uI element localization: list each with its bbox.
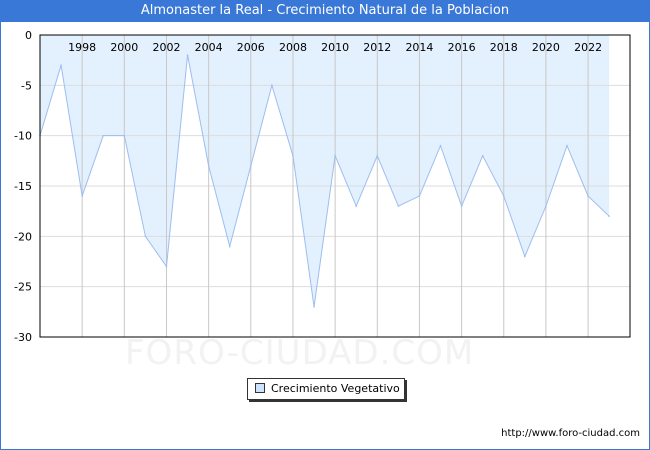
data-point bbox=[545, 205, 547, 207]
data-point bbox=[313, 306, 315, 308]
x-tick-label: 2018 bbox=[490, 41, 518, 54]
data-point bbox=[228, 245, 231, 248]
data-point bbox=[355, 205, 358, 207]
data-point bbox=[271, 84, 273, 87]
data-point bbox=[502, 195, 505, 197]
x-tick-label: 2012 bbox=[363, 41, 391, 54]
legend-swatch bbox=[255, 383, 265, 393]
data-point bbox=[566, 144, 568, 147]
x-tick-label: 1998 bbox=[68, 41, 96, 54]
y-tick-label: 0 bbox=[25, 29, 32, 42]
x-tick-label: 2006 bbox=[237, 41, 265, 54]
x-tick-label: 2002 bbox=[152, 41, 180, 54]
data-point bbox=[524, 255, 526, 258]
data-point bbox=[376, 155, 379, 157]
data-point bbox=[102, 134, 105, 137]
data-point bbox=[250, 165, 252, 167]
data-point bbox=[439, 144, 442, 147]
legend: Crecimiento Vegetativo bbox=[247, 378, 405, 400]
watermark: FORO-CIUDAD.COM bbox=[125, 333, 475, 373]
data-point bbox=[207, 165, 210, 167]
x-tick-label: 2022 bbox=[574, 41, 602, 54]
x-tick-label: 2008 bbox=[279, 41, 307, 54]
x-tick-label: 2010 bbox=[321, 41, 349, 54]
data-point bbox=[144, 235, 147, 238]
legend-label: Crecimiento Vegetativo bbox=[271, 382, 400, 395]
data-point bbox=[587, 195, 589, 197]
data-point bbox=[292, 155, 294, 157]
x-tick-label: 2020 bbox=[532, 41, 560, 54]
y-tick-label: -20 bbox=[14, 230, 32, 243]
data-point bbox=[460, 205, 463, 207]
x-tick-label: 2014 bbox=[405, 41, 433, 54]
data-point bbox=[123, 134, 126, 137]
data-point bbox=[608, 215, 610, 217]
x-tick-label: 2000 bbox=[110, 41, 138, 54]
chart-title: Almonaster la Real - Crecimiento Natural… bbox=[0, 0, 650, 22]
area-fill bbox=[40, 35, 610, 307]
data-point bbox=[81, 195, 83, 197]
y-tick-label: -30 bbox=[14, 331, 32, 344]
x-tick-label: 2016 bbox=[448, 41, 476, 54]
data-point bbox=[186, 54, 189, 56]
y-tick-label: -10 bbox=[14, 130, 32, 143]
data-point bbox=[60, 64, 62, 66]
data-point bbox=[165, 265, 168, 268]
series-line bbox=[39, 55, 610, 307]
y-tick-label: -5 bbox=[21, 79, 32, 92]
y-tick-label: -15 bbox=[14, 180, 32, 193]
source-url: http://www.foro-ciudad.com bbox=[501, 428, 640, 439]
data-point bbox=[397, 205, 400, 207]
data-point bbox=[418, 195, 421, 197]
y-tick-label: -25 bbox=[14, 281, 32, 294]
data-point bbox=[334, 155, 336, 157]
x-tick-label: 2004 bbox=[195, 41, 223, 54]
data-point bbox=[481, 155, 484, 157]
plot-border bbox=[39, 34, 631, 338]
